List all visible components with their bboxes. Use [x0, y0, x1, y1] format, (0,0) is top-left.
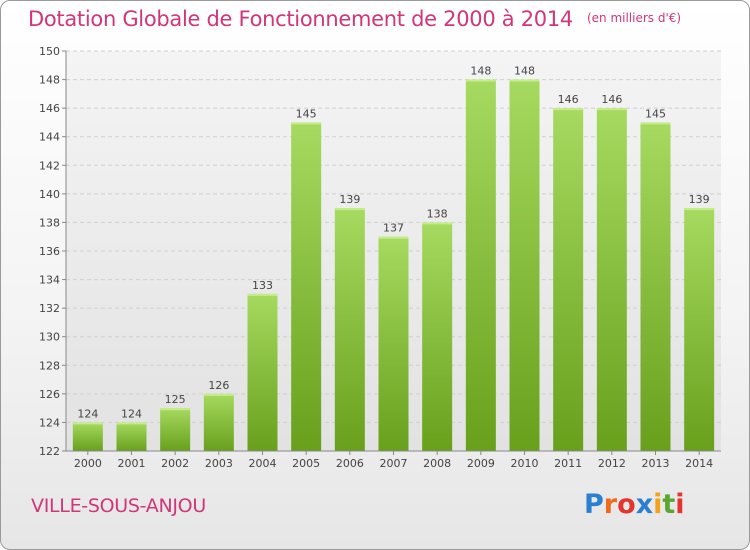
bar-highlight	[465, 79, 496, 82]
y-tick-label: 136	[39, 245, 60, 258]
y-tick-label: 134	[39, 274, 60, 287]
title-text: Dotation Globale de Fonctionnement de 20…	[28, 7, 573, 31]
x-tick-label: 2002	[161, 457, 189, 470]
y-tick-label: 138	[39, 216, 60, 229]
y-tick-label: 144	[39, 131, 60, 144]
y-tick-label: 150	[39, 45, 60, 58]
x-tick-label: 2003	[205, 457, 233, 470]
x-axis: 2000 2001 2002 2003 2004 2005 2006 2007 2008 2009…	[66, 450, 721, 470]
bar	[203, 393, 234, 451]
logo-letter: i	[675, 489, 685, 520]
bar	[509, 79, 540, 452]
bars: 124 124 125 126 133 145 139 137 138 148 148 146 146 1…	[72, 65, 715, 452]
bar-highlight	[378, 236, 409, 239]
x-tick-label: 2008	[423, 457, 451, 470]
data-label: 125	[165, 393, 186, 406]
bar	[160, 408, 191, 451]
data-label: 139	[339, 193, 360, 206]
bar	[72, 422, 103, 451]
x-tick-label: 2004	[249, 457, 277, 470]
bar	[247, 293, 278, 451]
bar	[422, 222, 453, 451]
x-tick-label: 2011	[554, 457, 582, 470]
bar-highlight	[334, 208, 365, 211]
x-tick-label: 2010	[511, 457, 539, 470]
x-tick-label: 2007	[380, 457, 408, 470]
bar	[553, 108, 584, 452]
bar-highlight	[247, 293, 278, 296]
bar-highlight	[684, 208, 715, 211]
data-label: 146	[601, 93, 622, 106]
y-tick-label: 142	[39, 159, 60, 172]
bar-highlight	[640, 122, 671, 125]
unit-note: (en milliers d'€)	[586, 11, 682, 25]
x-tick-label: 2014	[685, 457, 713, 470]
y-tick-label: 128	[39, 359, 60, 372]
y-tick-label: 146	[39, 102, 60, 115]
data-label: 138	[427, 207, 448, 220]
bar-highlight	[509, 79, 540, 82]
data-label: 146	[558, 93, 579, 106]
bar	[378, 236, 409, 451]
data-label: 148	[470, 65, 491, 78]
bar	[640, 122, 671, 451]
y-tick-label: 124	[39, 416, 60, 429]
bar	[684, 208, 715, 451]
bar-highlight	[116, 422, 147, 425]
bar-highlight	[422, 222, 453, 225]
chart-title: Dotation Globale de Fonctionnement de 20…	[28, 7, 681, 31]
data-label: 124	[121, 407, 142, 420]
y-tick-label: 148	[39, 74, 60, 87]
x-tick-label: 2013	[642, 457, 670, 470]
x-tick-label: 2005	[292, 457, 320, 470]
data-label: 145	[645, 107, 666, 120]
data-label: 137	[383, 222, 404, 235]
data-label: 139	[689, 193, 710, 206]
data-label: 133	[252, 279, 273, 292]
y-tick-label: 140	[39, 188, 60, 201]
bar-highlight	[596, 108, 627, 111]
y-tick-label: 130	[39, 331, 60, 344]
logo-letter: i	[653, 489, 663, 520]
x-tick-label: 2000	[74, 457, 102, 470]
logo-letter: r	[603, 489, 618, 520]
location-name: VILLE-SOUS-ANJOU	[31, 495, 206, 517]
proxiti-logo: Proxiti	[584, 489, 685, 520]
logo-letter: o	[617, 489, 636, 520]
data-label: 148	[514, 65, 535, 78]
bar	[596, 108, 627, 452]
y-tick-label: 132	[39, 302, 60, 315]
bar-highlight	[291, 122, 322, 125]
y-tick-label: 126	[39, 388, 60, 401]
bar-highlight	[160, 408, 191, 411]
x-tick-label: 2006	[336, 457, 364, 470]
bar-highlight	[203, 393, 234, 396]
bar-highlight	[553, 108, 584, 111]
x-tick-label: 2012	[598, 457, 626, 470]
bar	[465, 79, 496, 452]
data-label: 145	[296, 107, 317, 120]
bar-highlight	[72, 422, 103, 425]
x-tick-label: 2009	[467, 457, 495, 470]
bar	[334, 208, 365, 451]
y-axis: 122 124 126 128 130 132 134 136 138 140 142 144 146 1…	[39, 45, 67, 458]
data-label: 126	[208, 379, 229, 392]
x-tick-label: 2001	[118, 457, 146, 470]
logo-letter: t	[662, 489, 676, 520]
logo-letter: x	[635, 489, 654, 520]
bar	[291, 122, 322, 451]
logo-letter: P	[584, 489, 604, 520]
y-tick-label: 122	[39, 445, 60, 458]
data-label: 124	[77, 407, 98, 420]
bar	[116, 422, 147, 451]
